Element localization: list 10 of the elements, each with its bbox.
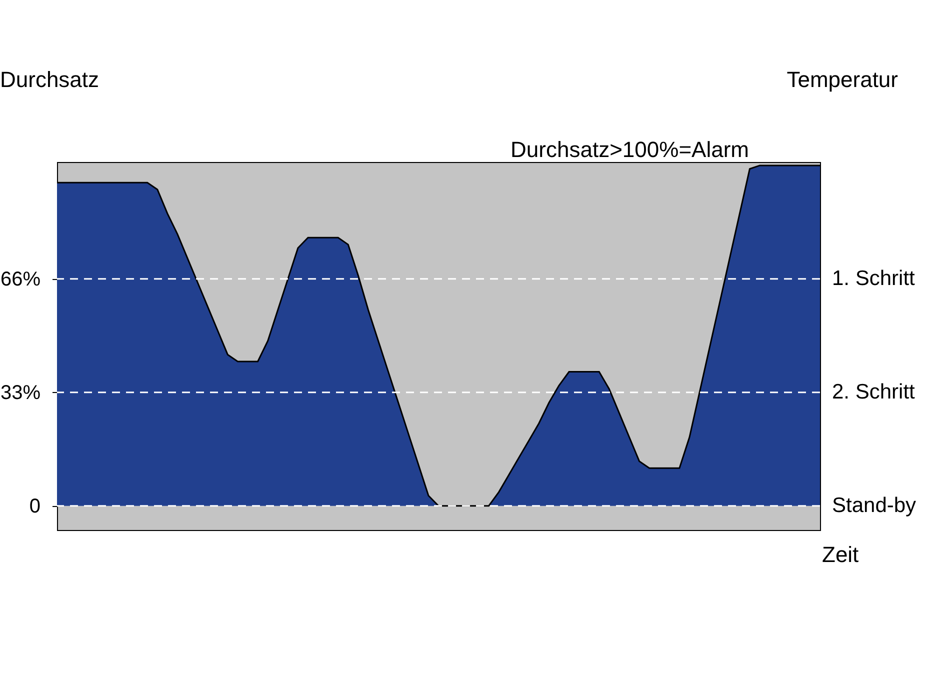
ref-line-label: Stand-by [832, 494, 917, 517]
y-tick-label: 0 [29, 495, 40, 518]
x-axis-title: Zeit [822, 542, 859, 567]
y-tick-label: 66% [0, 268, 41, 290]
ref-line-label: 2. Schritt [832, 380, 916, 404]
text: Durchsatz>100%=Alarm [510, 137, 749, 162]
y2-axis-title: Temperatur [786, 67, 898, 92]
y-tick-label: 33% [0, 382, 41, 404]
y-axis-title: Durchsatz [0, 67, 100, 92]
ref-line-label: 1. Schritt [832, 266, 916, 290]
